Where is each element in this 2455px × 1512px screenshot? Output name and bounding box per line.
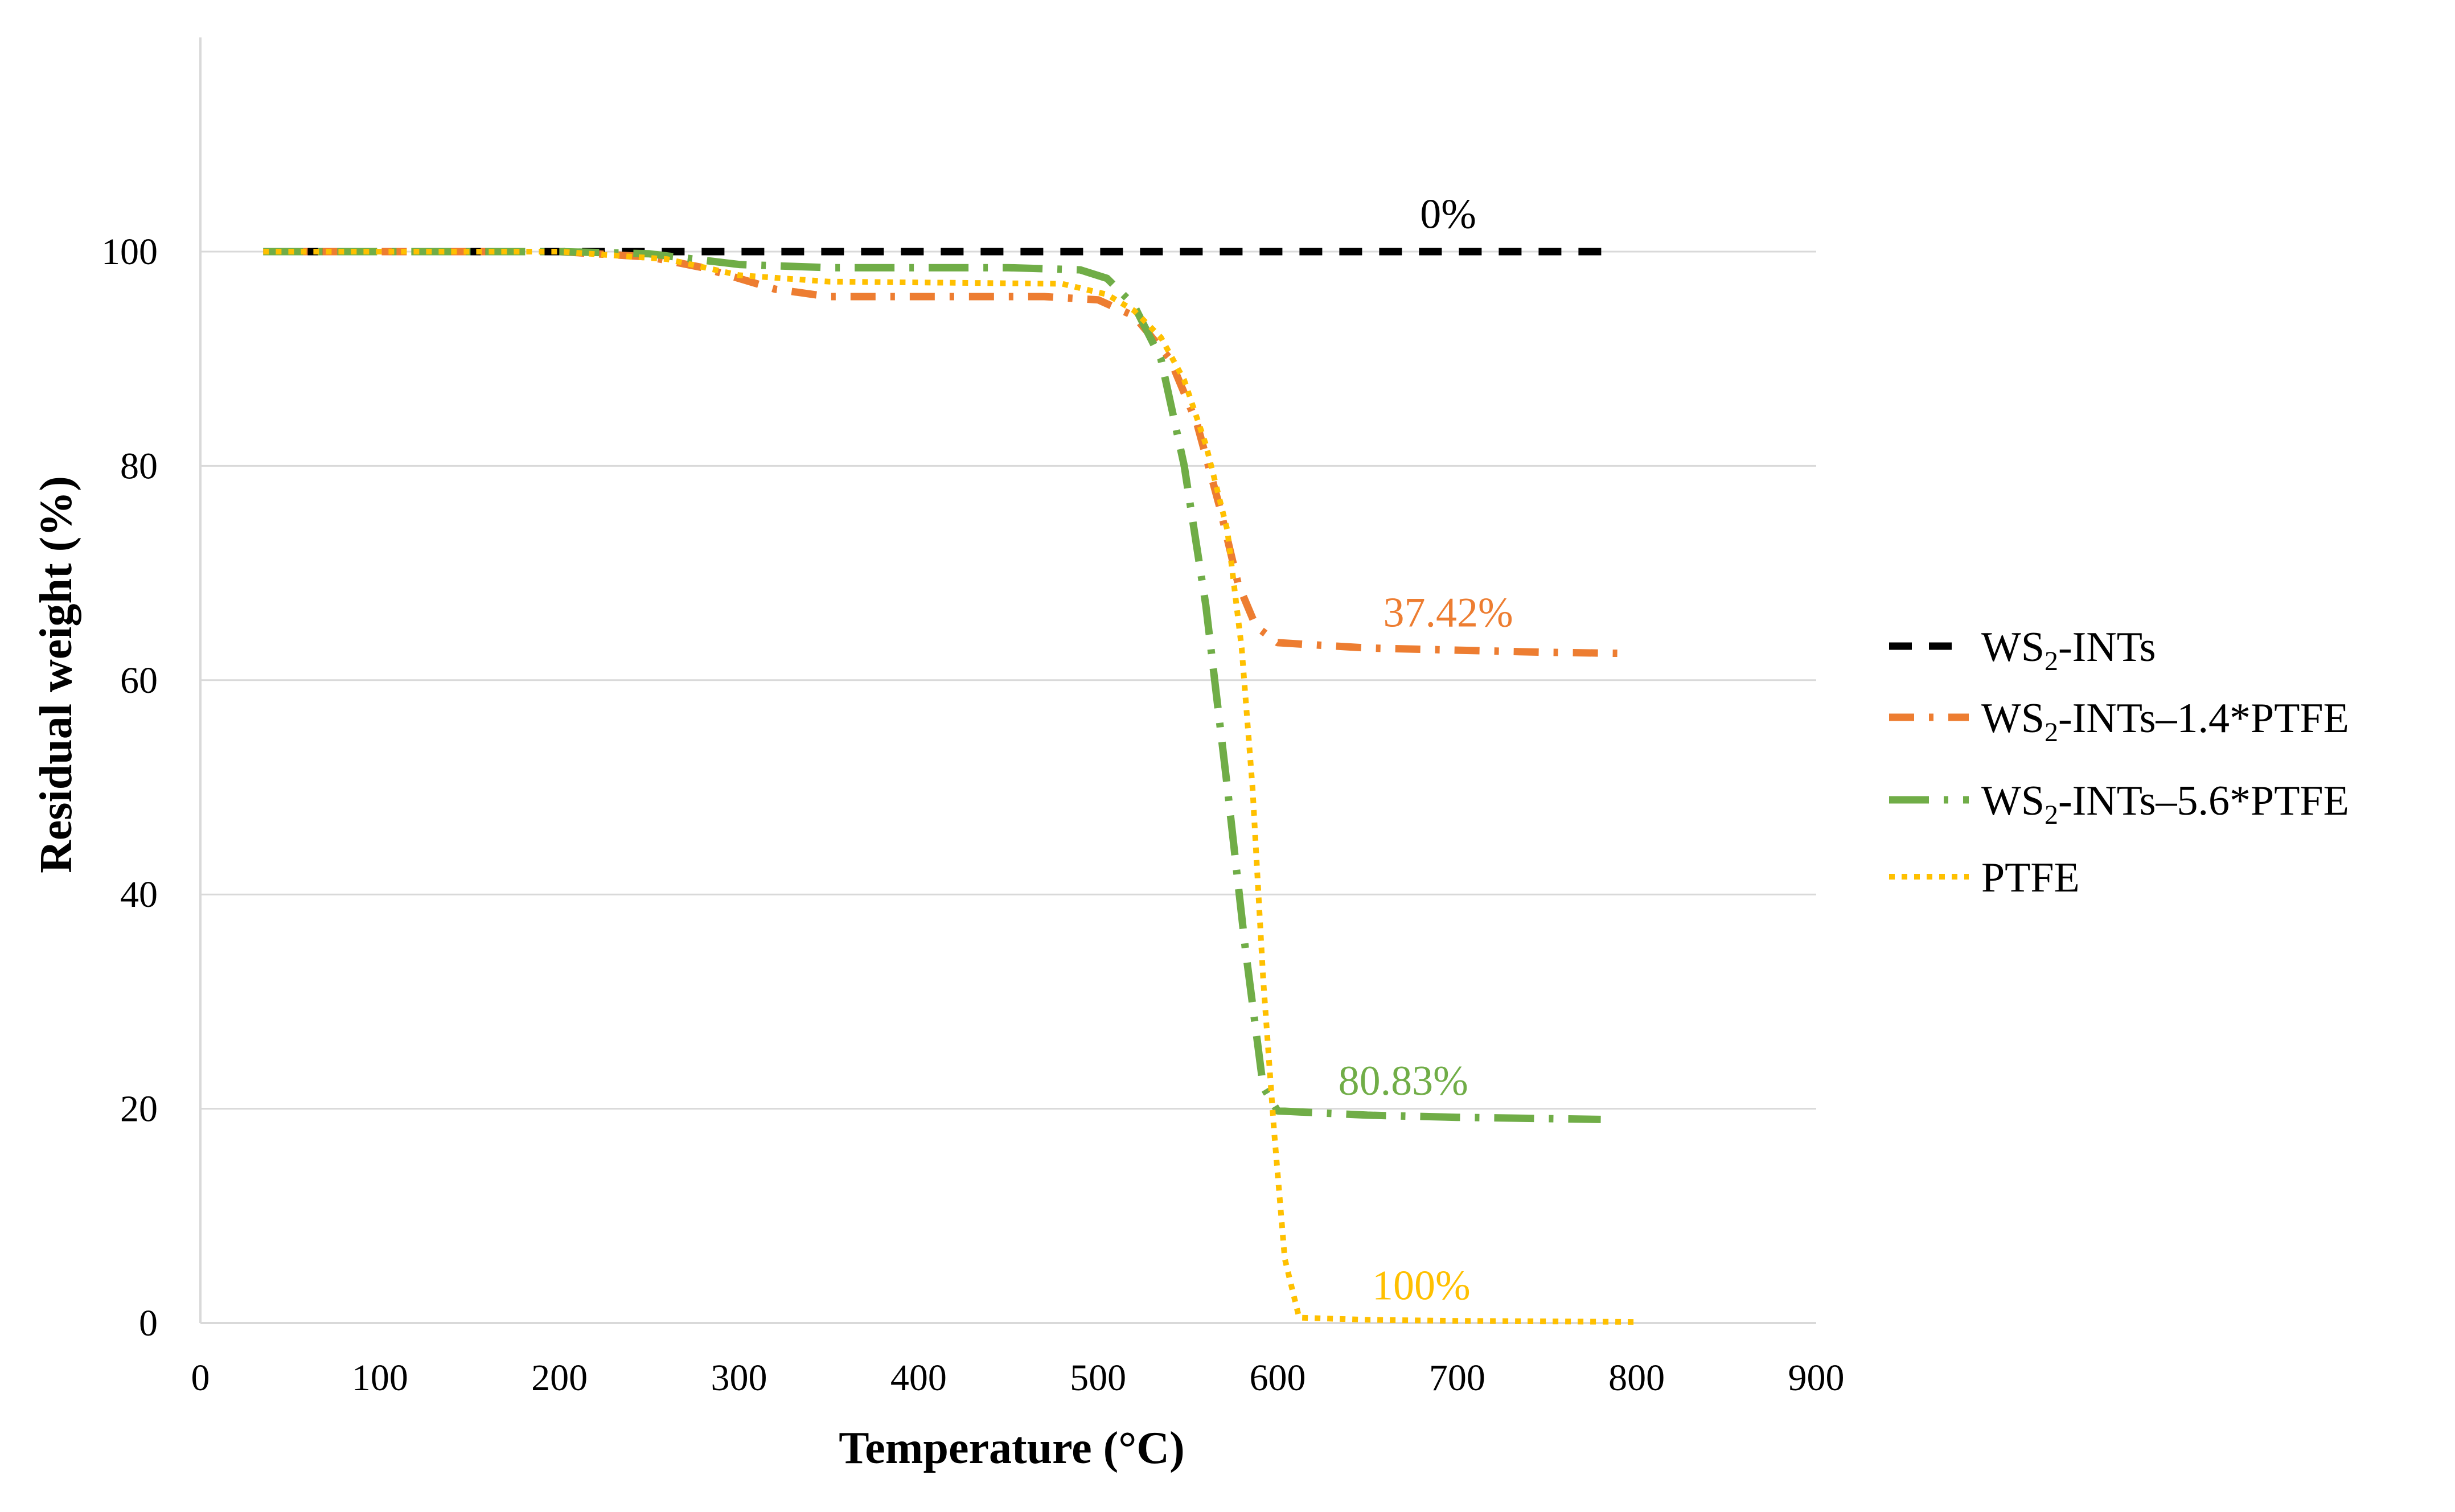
annotation-layer: 0% 37.42% 80.83% 100% <box>1339 191 1513 1309</box>
legend-label-subscript: 2 <box>2045 717 2058 747</box>
x-tick-label: 900 <box>1788 1357 1845 1399</box>
series-layer <box>263 248 1637 1325</box>
x-tick-label: 500 <box>1070 1357 1126 1399</box>
y-tick-label: 40 <box>120 874 158 915</box>
legend-label-main: WS <box>1981 695 2045 742</box>
legend-label-main: PTFE <box>1981 854 2080 901</box>
y-tick-label: 100 <box>101 231 158 273</box>
legend-label-main: WS <box>1981 778 2045 824</box>
annotation-label: 0% <box>1420 191 1476 238</box>
x-tick-label: 600 <box>1250 1357 1306 1399</box>
legend-label-3: PTFE <box>1981 854 2080 901</box>
gridlines <box>200 250 1816 1110</box>
x-tick-label: 0 <box>191 1357 210 1399</box>
x-tick-label: 400 <box>890 1357 947 1399</box>
legend-label-rest: -INTs–5.6*PTFE <box>2058 778 2349 824</box>
legend-label-0: WS2-INTs <box>1981 624 2156 676</box>
series-line-2 <box>263 248 1601 1123</box>
legend: WS2-INTsWS2-INTs–1.4*PTFEWS2-INTs–5.6*PT… <box>1889 624 2349 901</box>
legend-label-subscript: 2 <box>2045 800 2058 830</box>
x-tick-label: 700 <box>1429 1357 1485 1399</box>
legend-label-main: WS <box>1981 624 2045 671</box>
x-tick-label: 800 <box>1608 1357 1665 1399</box>
legend-label-1: WS2-INTs–1.4*PTFE <box>1981 695 2349 747</box>
legend-label-rest: -INTs <box>2058 624 2156 671</box>
annotation-label: 80.83% <box>1339 1058 1468 1104</box>
y-tick-label: 60 <box>120 660 158 701</box>
y-tick-label: 0 <box>139 1303 158 1344</box>
y-axis-title: Residual weight (%) <box>31 476 81 873</box>
legend-label-subscript: 2 <box>2045 646 2058 676</box>
ticks-layer: 0 20 40 60 80 100 0 100 200 300 400 500 600 700 800 900 <box>101 231 1845 1399</box>
annotation-label: 100% <box>1372 1263 1471 1309</box>
y-tick-label: 80 <box>120 445 158 487</box>
legend-label-rest: -INTs–1.4*PTFE <box>2058 695 2349 742</box>
legend-label-2: WS2-INTs–5.6*PTFE <box>1981 778 2349 830</box>
y-tick-label: 20 <box>120 1088 158 1130</box>
x-axis-title: Temperature (°C) <box>839 1423 1184 1473</box>
annotation-label: 37.42% <box>1383 590 1513 636</box>
x-tick-label: 300 <box>711 1357 767 1399</box>
x-tick-label: 100 <box>352 1357 408 1399</box>
x-tick-label: 200 <box>531 1357 588 1399</box>
series-line-3 <box>263 249 1637 1325</box>
